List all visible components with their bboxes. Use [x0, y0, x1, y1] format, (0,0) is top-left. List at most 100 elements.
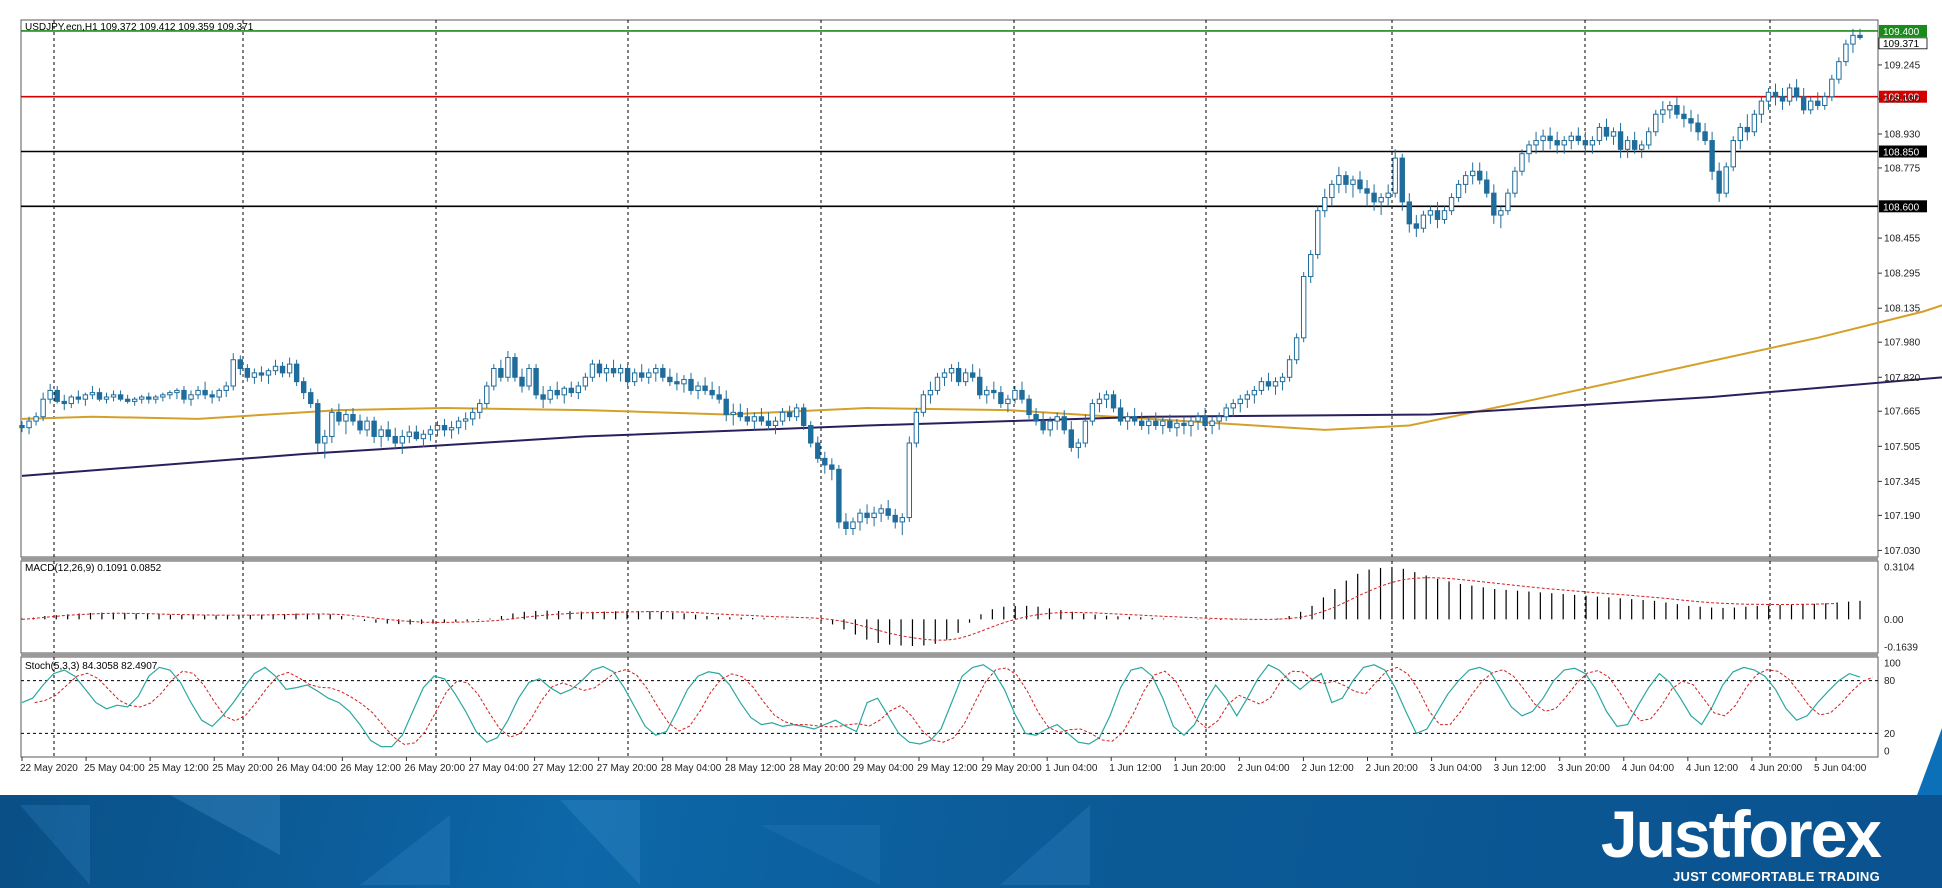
candle	[286, 357, 293, 378]
candle	[1139, 412, 1145, 430]
candle	[808, 421, 814, 448]
candle-body	[1702, 131, 1708, 142]
candle-body	[1575, 135, 1582, 142]
pane-separator	[21, 557, 1878, 561]
candle	[1815, 92, 1821, 110]
candle-body	[1730, 140, 1736, 168]
candle-body	[1667, 104, 1673, 111]
candle-body	[498, 368, 504, 378]
candle-body	[61, 400, 67, 405]
candle	[1300, 272, 1307, 343]
candle	[1068, 421, 1074, 452]
candle	[420, 429, 427, 448]
candle-body	[1638, 144, 1645, 150]
candle	[1406, 193, 1413, 233]
candle-body	[300, 381, 307, 394]
candle	[1624, 136, 1631, 159]
candle	[1286, 355, 1293, 382]
x-tick-label: 29 May 20:00	[981, 763, 1042, 774]
candle-body	[1167, 420, 1173, 429]
candle-body	[441, 424, 448, 431]
candle	[850, 517, 856, 536]
candle	[484, 381, 490, 408]
candle-body	[786, 411, 793, 418]
candle-body	[1272, 381, 1279, 387]
x-tick-label: 25 May 20:00	[212, 763, 273, 774]
candle	[1096, 392, 1103, 413]
candle-body	[1308, 254, 1314, 277]
candle	[519, 368, 525, 393]
x-tick-label: 26 May 20:00	[404, 763, 465, 774]
candle-body	[188, 394, 194, 400]
candle	[434, 421, 441, 437]
candle-body	[1737, 126, 1743, 142]
x-tick-label: 1 Jun 12:00	[1109, 763, 1162, 774]
candle-body	[1357, 179, 1363, 190]
candle	[244, 364, 251, 382]
candle	[695, 381, 701, 400]
candle	[857, 508, 863, 531]
x-tick-label: 2 Jun 04:00	[1237, 763, 1290, 774]
macd-signal-line	[21, 577, 1838, 641]
price-chart[interactable]: 109.400 109.100 108.850 108.600 109.371 109.…	[0, 0, 1942, 795]
candle-body	[1181, 422, 1187, 426]
candle	[230, 353, 236, 391]
candle	[1653, 109, 1659, 137]
candle	[1469, 162, 1476, 185]
candle-body	[124, 398, 131, 402]
candle-body	[512, 357, 518, 378]
candle	[1462, 171, 1469, 194]
candle-body	[603, 368, 610, 374]
candle	[1808, 96, 1814, 115]
candle	[765, 412, 772, 430]
candle-body	[477, 403, 483, 413]
candle	[1082, 414, 1089, 448]
candle-body	[547, 389, 553, 400]
candle-body	[1343, 175, 1349, 185]
candle-body	[1364, 188, 1370, 194]
candle	[1681, 105, 1687, 128]
candle-body	[1406, 201, 1413, 225]
candle-body	[1815, 100, 1821, 106]
corner-accent	[1916, 728, 1942, 798]
candle	[1019, 381, 1025, 404]
candle-body	[526, 368, 532, 387]
candle-body	[1688, 118, 1694, 124]
candle	[688, 372, 694, 395]
moving-average-lines	[21, 304, 1942, 477]
candle-body	[1469, 170, 1476, 177]
candle	[1174, 418, 1180, 437]
candle	[19, 421, 25, 433]
stoch-y-tick-label: 80	[1884, 676, 1896, 687]
candle	[1843, 39, 1849, 67]
candle-body	[1800, 96, 1807, 111]
candle-body	[272, 365, 279, 372]
candle	[1533, 131, 1539, 154]
candle	[1702, 123, 1708, 145]
candle	[216, 388, 222, 402]
candle	[1167, 414, 1173, 433]
x-tick-label: 3 Jun 12:00	[1494, 763, 1547, 774]
candle-body	[146, 396, 152, 400]
candle	[1272, 377, 1279, 395]
candle-body	[286, 363, 293, 374]
candle	[730, 403, 736, 426]
candle	[1005, 394, 1011, 413]
candle-body	[1040, 420, 1046, 431]
candle-body	[1462, 175, 1469, 185]
x-tick-label: 25 May 12:00	[148, 763, 209, 774]
candle	[1146, 416, 1152, 435]
candle	[1709, 131, 1715, 181]
candle	[631, 368, 638, 387]
candle	[1730, 136, 1736, 172]
x-tick-label: 5 Jun 04:00	[1814, 763, 1867, 774]
candle-body	[1117, 407, 1124, 422]
candle-body	[561, 387, 567, 396]
price-level-tag	[1879, 24, 1927, 37]
candle	[1822, 92, 1828, 110]
candlestick-series	[19, 28, 1863, 536]
candle	[343, 410, 349, 435]
candle-body	[688, 378, 694, 391]
candle	[526, 364, 532, 391]
candle-body	[216, 389, 222, 398]
